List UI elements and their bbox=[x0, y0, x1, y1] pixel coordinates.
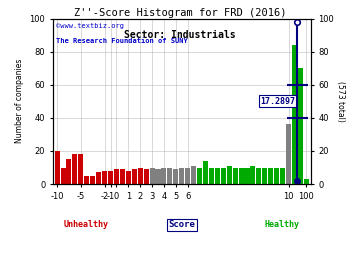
Bar bbox=[102, 171, 107, 184]
Bar bbox=[274, 167, 279, 184]
Bar bbox=[144, 169, 149, 184]
Text: Score: Score bbox=[168, 221, 195, 229]
Bar bbox=[221, 167, 226, 184]
Bar bbox=[55, 151, 60, 184]
Bar bbox=[67, 159, 72, 184]
Bar bbox=[90, 176, 95, 184]
Bar bbox=[262, 167, 267, 184]
Bar bbox=[304, 179, 309, 184]
Bar bbox=[132, 169, 137, 184]
Bar bbox=[114, 169, 119, 184]
Bar bbox=[251, 166, 256, 184]
Bar bbox=[138, 167, 143, 184]
Bar bbox=[60, 167, 66, 184]
Bar bbox=[191, 166, 196, 184]
Bar bbox=[298, 68, 303, 184]
Bar bbox=[233, 167, 238, 184]
Bar bbox=[156, 169, 161, 184]
Bar bbox=[209, 167, 214, 184]
Bar bbox=[280, 167, 285, 184]
Bar bbox=[78, 154, 84, 184]
Bar bbox=[179, 167, 184, 184]
Text: The Research Foundation of SUNY: The Research Foundation of SUNY bbox=[55, 38, 187, 44]
Bar bbox=[120, 169, 125, 184]
Bar bbox=[197, 167, 202, 184]
Bar bbox=[244, 167, 249, 184]
Text: Unhealthy: Unhealthy bbox=[63, 221, 108, 229]
Y-axis label: (573 total): (573 total) bbox=[336, 81, 345, 122]
Bar bbox=[239, 167, 244, 184]
Text: Z''-Score Histogram for FRD (2016): Z''-Score Histogram for FRD (2016) bbox=[74, 8, 286, 18]
Bar bbox=[161, 167, 166, 184]
Text: 17.2897: 17.2897 bbox=[261, 97, 296, 106]
Bar bbox=[72, 154, 77, 184]
Bar bbox=[96, 173, 101, 184]
Bar bbox=[256, 167, 261, 184]
Y-axis label: Number of companies: Number of companies bbox=[15, 59, 24, 143]
Bar bbox=[167, 167, 172, 184]
Bar bbox=[292, 45, 297, 184]
Bar bbox=[227, 166, 232, 184]
Bar bbox=[108, 171, 113, 184]
Bar bbox=[149, 167, 154, 184]
Text: Sector: Industrials: Sector: Industrials bbox=[124, 30, 236, 40]
Bar bbox=[203, 161, 208, 184]
Bar bbox=[286, 124, 291, 184]
Bar bbox=[84, 176, 89, 184]
Text: ©www.textbiz.org: ©www.textbiz.org bbox=[55, 23, 123, 29]
Bar bbox=[173, 169, 178, 184]
Bar bbox=[126, 171, 131, 184]
Bar bbox=[185, 167, 190, 184]
Text: Healthy: Healthy bbox=[264, 221, 299, 229]
Bar bbox=[215, 167, 220, 184]
Bar bbox=[268, 167, 273, 184]
